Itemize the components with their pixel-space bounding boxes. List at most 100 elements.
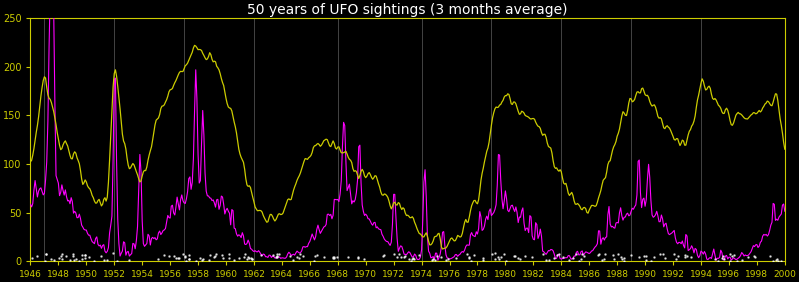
Point — [727, 253, 740, 257]
Point — [679, 255, 692, 259]
Point — [110, 258, 123, 263]
Point — [657, 252, 670, 257]
Point — [399, 254, 411, 258]
Point — [486, 251, 499, 256]
Point — [463, 255, 475, 259]
Point — [495, 255, 507, 259]
Point — [667, 252, 680, 256]
Point — [163, 254, 176, 258]
Point — [570, 252, 582, 256]
Point — [633, 255, 646, 259]
Point — [26, 256, 39, 260]
Point — [308, 258, 320, 263]
Point — [167, 254, 180, 258]
Point — [267, 253, 280, 257]
Point — [326, 255, 339, 260]
Point — [60, 254, 73, 259]
Point — [599, 252, 612, 256]
Point — [233, 255, 245, 260]
Point — [625, 253, 638, 257]
Point — [608, 257, 621, 261]
Point — [308, 253, 321, 258]
Point — [557, 254, 570, 259]
Point — [679, 253, 692, 257]
Point — [575, 252, 588, 256]
Point — [492, 256, 505, 261]
Point — [511, 255, 524, 260]
Point — [508, 254, 521, 258]
Point — [228, 257, 240, 262]
Point — [54, 254, 67, 258]
Point — [246, 256, 259, 261]
Point — [169, 256, 182, 261]
Point — [40, 252, 53, 257]
Point — [670, 257, 682, 261]
Point — [95, 254, 108, 258]
Point — [317, 255, 330, 260]
Point — [553, 252, 566, 257]
Point — [79, 253, 92, 257]
Point — [244, 255, 257, 260]
Point — [592, 251, 605, 256]
Point — [551, 253, 564, 257]
Point — [405, 256, 418, 261]
Point — [182, 252, 195, 257]
Point — [717, 253, 729, 258]
Point — [255, 253, 268, 257]
Point — [463, 256, 475, 261]
Point — [468, 253, 481, 257]
Point — [764, 254, 777, 259]
Point — [449, 256, 462, 261]
Point — [514, 257, 527, 262]
Point — [488, 251, 501, 256]
Point — [297, 254, 310, 258]
Point — [106, 251, 119, 256]
Point — [769, 257, 782, 262]
Point — [405, 259, 418, 263]
Point — [543, 258, 556, 262]
Point — [408, 257, 421, 261]
Point — [735, 258, 748, 263]
Point — [78, 253, 91, 257]
Point — [216, 253, 229, 257]
Point — [645, 259, 658, 263]
Point — [488, 257, 501, 261]
Point — [238, 254, 251, 259]
Point — [189, 259, 202, 263]
Point — [222, 252, 235, 256]
Point — [328, 255, 340, 259]
Point — [572, 259, 585, 263]
Point — [241, 255, 254, 259]
Point — [293, 252, 306, 256]
Point — [202, 257, 215, 262]
Point — [68, 257, 81, 262]
Point — [122, 258, 135, 262]
Point — [55, 251, 68, 256]
Point — [217, 256, 230, 261]
Point — [271, 254, 284, 258]
Point — [435, 255, 447, 259]
Point — [724, 252, 737, 256]
Point — [540, 257, 553, 262]
Point — [151, 257, 164, 261]
Point — [101, 257, 113, 262]
Point — [196, 257, 209, 262]
Point — [209, 252, 222, 256]
Point — [442, 256, 455, 261]
Point — [292, 255, 305, 260]
Point — [428, 258, 441, 262]
Point — [771, 259, 784, 263]
Point — [562, 257, 575, 262]
Point — [718, 257, 730, 261]
Point — [491, 255, 504, 259]
Point — [566, 256, 579, 260]
Point — [55, 257, 68, 262]
Point — [178, 253, 191, 258]
Point — [730, 259, 743, 263]
Point — [392, 251, 405, 256]
Point — [378, 252, 391, 257]
Point — [431, 254, 443, 259]
Point — [310, 253, 323, 257]
Point — [578, 254, 590, 258]
Point — [596, 258, 609, 263]
